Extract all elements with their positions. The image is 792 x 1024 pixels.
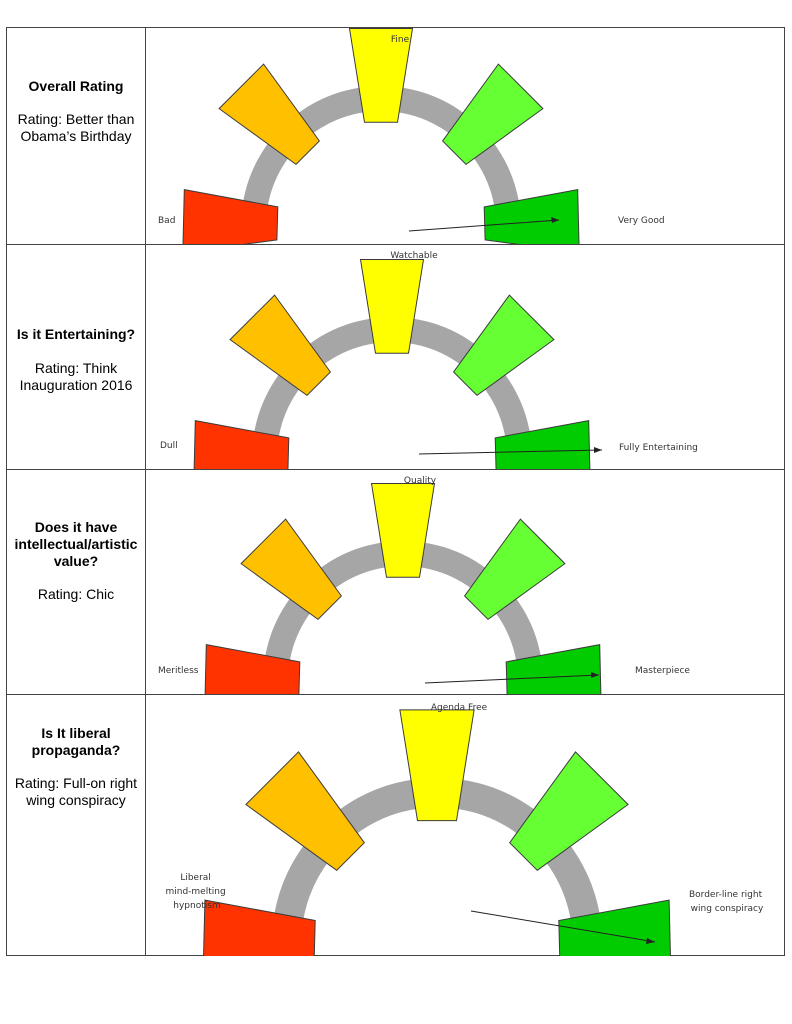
needle-arrowhead bbox=[646, 938, 655, 944]
gauge-needle bbox=[470, 910, 656, 943]
gauge-segment-yellow bbox=[359, 259, 425, 354]
criterion-rating: Rating: Think Inauguration 2016 bbox=[19, 360, 133, 393]
gauge-segment-lightgreen bbox=[441, 63, 544, 166]
gauge-segment-orange bbox=[229, 294, 332, 397]
gauge-segment-orange bbox=[218, 63, 321, 166]
gauge-right-label-line: Border-line right bbox=[689, 890, 763, 900]
gauge-backdrop-arc bbox=[252, 317, 532, 457]
rating-gauge: Fine Bad Very Good bbox=[158, 28, 665, 244]
gauge-top-label: Quality bbox=[404, 476, 437, 486]
gauge-segment-lightgreen bbox=[463, 518, 566, 621]
criterion-cell: Is it Entertaining? Rating: Think Inaugu… bbox=[7, 244, 146, 469]
gauge-left-label-line: hypnotism bbox=[173, 901, 220, 911]
criterion-rating: Rating: Better than Obama’s Birthday bbox=[17, 111, 135, 144]
gauge-needle bbox=[424, 674, 600, 684]
gauge-needle bbox=[418, 449, 603, 455]
gauge-left-label: Dull bbox=[160, 441, 178, 451]
gauge-left-label: Bad bbox=[158, 216, 175, 226]
gauge-right-label: Masterpiece bbox=[635, 666, 690, 676]
criterion-question: Does it have intellectual/artistic value… bbox=[14, 519, 138, 569]
gauge-right-label-line: wing conspiracy bbox=[691, 904, 764, 914]
gauge-cell: Fine Bad Very Good bbox=[147, 28, 784, 244]
table-row: Is it Entertaining? Rating: Think Inaugu… bbox=[7, 244, 784, 470]
rating-table: Overall Rating Rating: Better than Obama… bbox=[6, 27, 785, 956]
gauge-segment-orange bbox=[245, 751, 365, 871]
gauge-segment-lightgreen bbox=[452, 294, 555, 397]
criterion-question: Overall Rating bbox=[28, 78, 124, 94]
rating-gauge: Watchable Dull Fully Entertaining bbox=[160, 251, 698, 469]
gauge-top-label: Fine bbox=[391, 35, 410, 45]
criterion-question: Is it Entertaining? bbox=[16, 326, 136, 342]
gauge-segment-orange bbox=[240, 518, 343, 621]
gauge-right-label: Fully Entertaining bbox=[619, 443, 698, 453]
rating-gauge: Agenda Free Liberal mind-melting hypnoti… bbox=[165, 703, 765, 956]
gauge-left-label-line: Liberal bbox=[180, 873, 210, 883]
gauge-left-label: Meritless bbox=[158, 666, 199, 676]
rating-gauge: Quality Meritless Masterpiece bbox=[158, 476, 690, 694]
table-row: Does it have intellectual/artistic value… bbox=[7, 469, 784, 695]
gauge-segment-green bbox=[558, 899, 671, 956]
gauge-right-label: Border-line right wing conspiracy bbox=[689, 890, 765, 914]
gauge-segment-green bbox=[494, 420, 591, 469]
criterion-cell: Is It liberal propaganda? Rating: Full-o… bbox=[7, 694, 146, 956]
criterion-rating: Rating: Full-on right wing conspiracy bbox=[14, 775, 138, 808]
criterion-rating: Rating: Chic bbox=[37, 586, 115, 602]
table-row: Is It liberal propaganda? Rating: Full-o… bbox=[7, 694, 784, 956]
gauge-left-label: Liberal mind-melting hypnotism bbox=[165, 873, 228, 911]
criterion-cell: Overall Rating Rating: Better than Obama… bbox=[7, 28, 146, 244]
gauge-segment-red bbox=[193, 420, 290, 469]
gauge-cell: Watchable Dull Fully Entertaining bbox=[147, 244, 784, 469]
gauge-segment-red bbox=[182, 189, 279, 244]
criterion-question: Is It liberal propaganda? bbox=[31, 725, 121, 758]
gauge-segment-yellow bbox=[348, 28, 414, 123]
gauge-backdrop-arc bbox=[241, 86, 521, 226]
gauge-top-label: Watchable bbox=[390, 251, 438, 261]
gauge-segment-green bbox=[505, 644, 602, 694]
needle-arrowhead bbox=[594, 447, 602, 453]
gauge-needle bbox=[408, 219, 560, 232]
gauge-backdrop-arc bbox=[271, 777, 603, 943]
gauge-segment-yellow bbox=[399, 709, 475, 822]
needle-arrowhead bbox=[591, 672, 599, 678]
gauge-backdrop-arc bbox=[263, 541, 543, 681]
needle-arrowhead bbox=[551, 217, 559, 223]
gauge-segment-red bbox=[203, 899, 316, 956]
gauge-cell: Agenda Free Liberal mind-melting hypnoti… bbox=[147, 694, 784, 956]
gauge-top-label: Agenda Free bbox=[431, 703, 488, 713]
gauge-right-label: Very Good bbox=[618, 216, 665, 226]
gauge-left-label-line: mind-melting bbox=[165, 887, 225, 897]
table-row: Overall Rating Rating: Better than Obama… bbox=[7, 28, 784, 245]
criterion-cell: Does it have intellectual/artistic value… bbox=[7, 469, 146, 694]
gauge-segment-yellow bbox=[370, 483, 436, 578]
gauge-segment-lightgreen bbox=[509, 751, 629, 871]
gauge-cell: Quality Meritless Masterpiece bbox=[147, 469, 784, 694]
gauge-segment-green bbox=[483, 189, 580, 244]
gauge-segment-red bbox=[204, 644, 301, 694]
